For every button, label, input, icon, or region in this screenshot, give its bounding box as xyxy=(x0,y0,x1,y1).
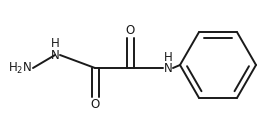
Text: O: O xyxy=(125,23,135,37)
Text: N: N xyxy=(51,48,59,62)
Text: H: H xyxy=(164,51,172,63)
Text: N: N xyxy=(164,62,172,74)
Text: H: H xyxy=(51,37,59,51)
Text: H$_2$N: H$_2$N xyxy=(8,60,32,76)
Text: O: O xyxy=(90,98,100,112)
